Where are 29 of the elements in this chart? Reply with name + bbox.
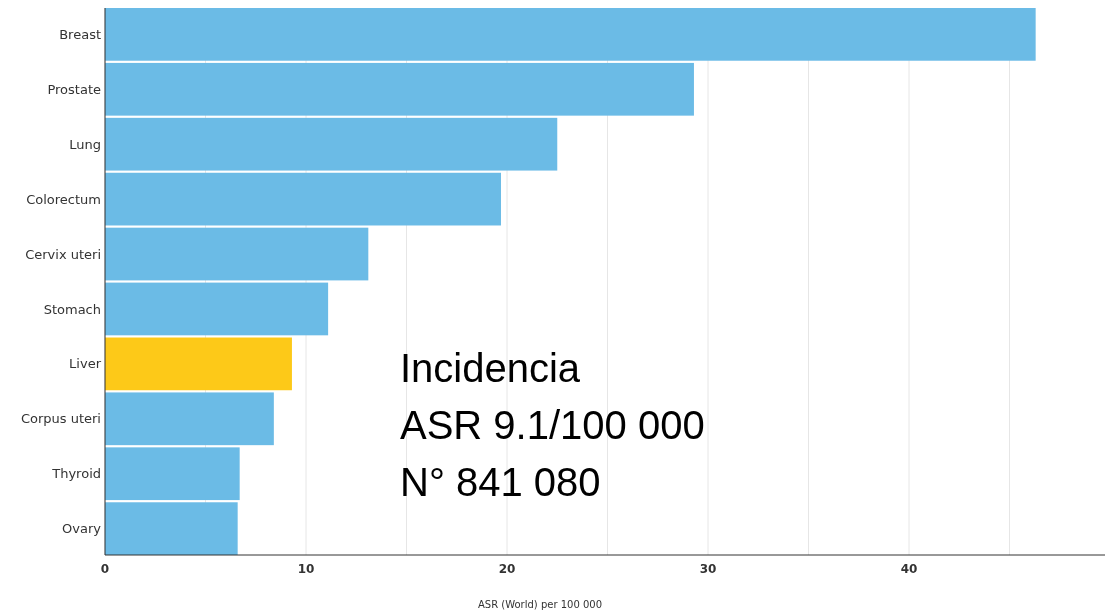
y-tick-label: Breast [59,26,101,42]
x-tick-label: 20 [498,562,516,576]
y-tick-label: Stomach [43,301,101,317]
y-tick-label: Cervix uteri [25,246,101,262]
annotation: ASR 9.1/100 000 [400,403,705,447]
bar [105,282,329,336]
bar [105,447,240,501]
bar [105,502,238,555]
bar [105,117,558,171]
bar [105,227,369,281]
annotation: N° 841 080 [400,460,601,504]
x-tick-label: 30 [699,562,717,576]
y-tick-label: Colorectum [26,191,101,207]
bar [105,392,274,446]
annotation: Incidencia [400,346,581,390]
bar [105,172,501,226]
y-tick-label: Lung [69,136,101,152]
y-tick-label: Corpus uteri [20,411,101,427]
y-tick-label: Ovary [62,521,102,537]
x-tick-label: 0 [100,562,110,576]
y-tick-label: Liver [69,356,102,372]
x-tick-label: 10 [297,562,315,576]
bar [105,8,1036,61]
bar [105,62,694,116]
x-axis-title: ASR (World) per 100 000 [477,599,603,610]
x-tick-label: 40 [900,562,918,576]
y-tick-label: Thyroid [51,466,101,482]
bar [105,337,292,391]
y-tick-label: Prostate [47,81,101,97]
